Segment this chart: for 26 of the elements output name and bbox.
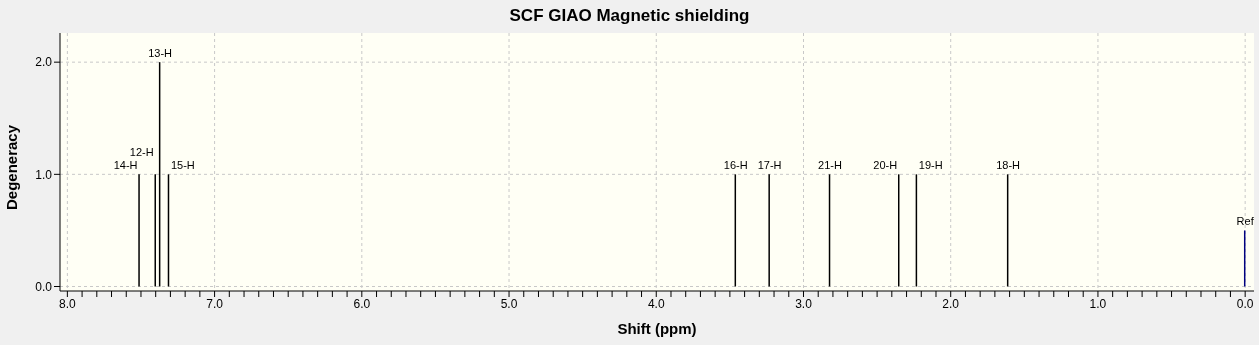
chart-title: SCF GIAO Magnetic shielding (508, 6, 751, 26)
x-tick-label: 4.0 (647, 296, 665, 311)
x-axis-title: Shift (ppm) (616, 320, 698, 337)
y-tick-label: 2.0 (35, 55, 53, 70)
x-tick-label: 3.0 (795, 296, 813, 311)
y-axis-title: Degeneracy (3, 124, 21, 210)
annotation: 12-H (129, 146, 154, 159)
x-tick-label: 1.0 (1089, 296, 1107, 311)
y-tick-label: 0.0 (35, 279, 53, 294)
x-tick-label: 6.0 (353, 296, 371, 311)
x-tick-label: 7.0 (206, 296, 224, 311)
x-tick-label: 2.0 (942, 296, 960, 311)
annotation: 21-H (818, 159, 842, 172)
x-tick-label: 5.0 (500, 296, 518, 311)
annotation: 18-H (996, 159, 1021, 172)
x-tick-label: 0.0 (1236, 296, 1254, 311)
annotation: 13-H (148, 47, 173, 60)
annotation: 14-H (113, 159, 138, 172)
y-tick-label: 1.0 (35, 167, 53, 182)
annotation: 17-H (757, 159, 782, 172)
annotation: Ref (1236, 215, 1255, 228)
annotation: 19-H (918, 159, 943, 172)
annotation: 16-H (723, 159, 748, 172)
annotation: 15-H (170, 159, 195, 172)
x-tick-label: 8.0 (59, 296, 77, 311)
annotation: 20-H (873, 159, 898, 172)
